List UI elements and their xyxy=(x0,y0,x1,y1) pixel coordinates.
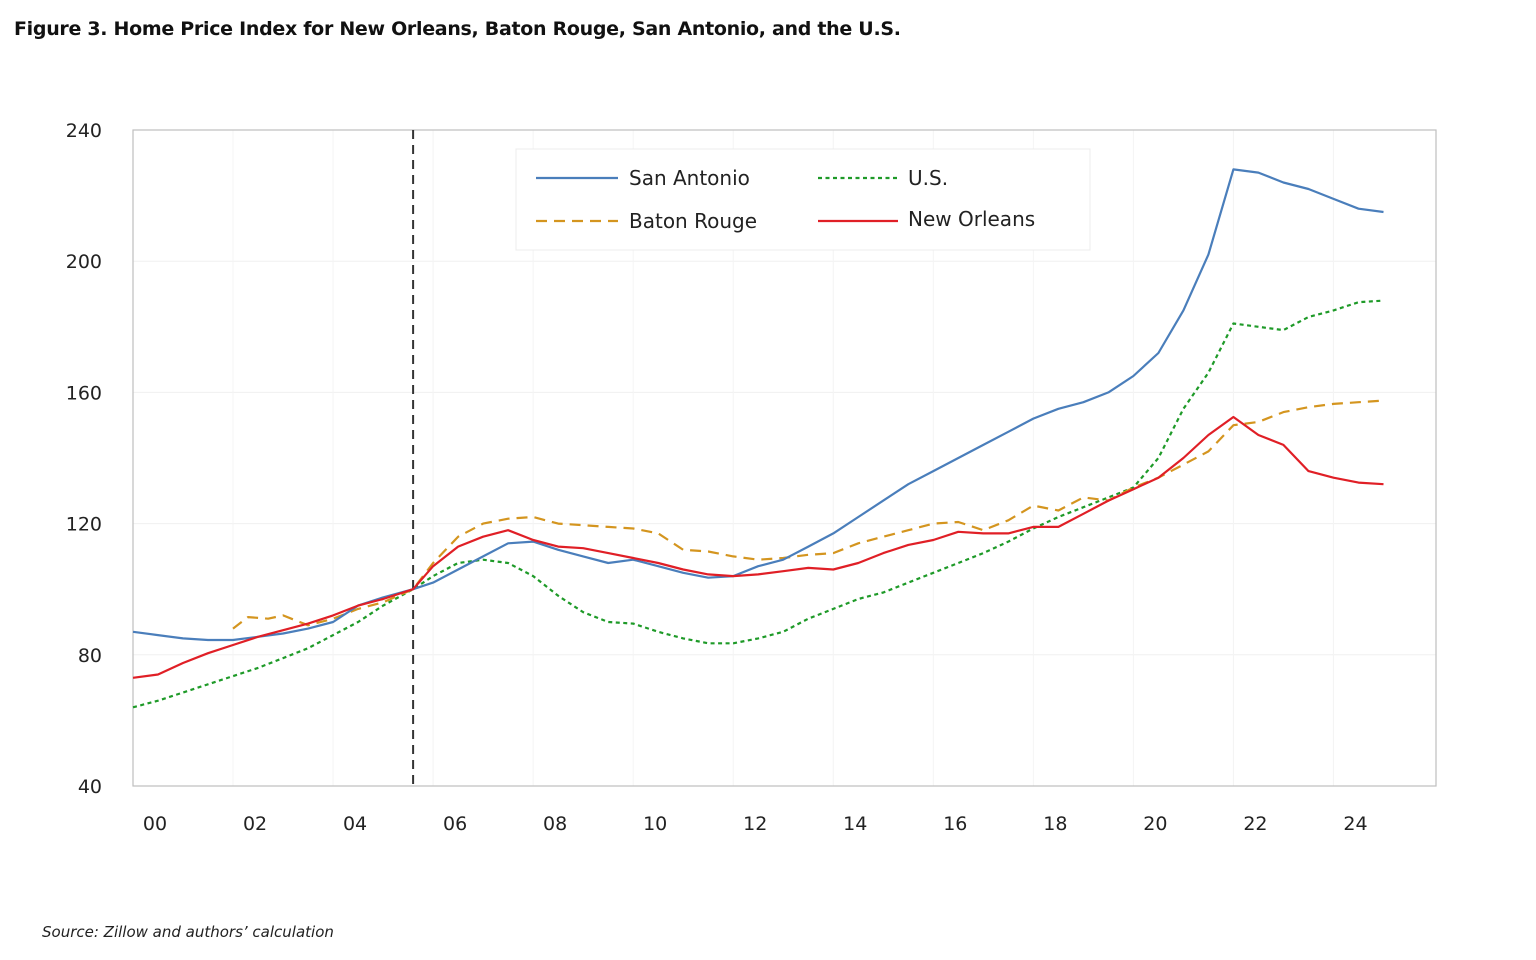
y-tick-label: 80 xyxy=(78,645,102,667)
source-note: Source: Zillow and authors’ calculation xyxy=(42,923,334,941)
legend-label-new-orleans: New Orleans xyxy=(908,207,1035,231)
x-tick-label: 20 xyxy=(1143,813,1167,835)
x-tick-label: 00 xyxy=(143,813,167,835)
x-tick-label: 24 xyxy=(1343,813,1367,835)
x-tick-label: 12 xyxy=(743,813,767,835)
y-tick-label: 240 xyxy=(66,120,102,142)
legend-label-san-antonio: San Antonio xyxy=(629,166,750,190)
y-tick-label: 200 xyxy=(66,251,102,273)
x-tick-label: 16 xyxy=(943,813,967,835)
series-line-u-s xyxy=(132,299,1384,709)
x-tick-label: 22 xyxy=(1243,813,1267,835)
x-tick-label: 14 xyxy=(843,813,867,835)
series-line-new-orleans xyxy=(132,415,1384,679)
x-tick-label: 10 xyxy=(643,813,667,835)
x-tick-label: 06 xyxy=(443,813,467,835)
series-lines xyxy=(132,168,1384,709)
x-axis-ticks: 00 02 04 06 08 10 12 14 16 18 20 22 24 xyxy=(143,813,1368,835)
legend-label-us: U.S. xyxy=(908,166,948,190)
x-tick-label: 18 xyxy=(1043,813,1067,835)
y-tick-label: 120 xyxy=(66,514,102,536)
y-tick-label: 160 xyxy=(66,382,102,404)
legend: San Antonio Baton Rouge U.S. New Orleans xyxy=(515,148,1091,251)
x-tick-label: 04 xyxy=(343,813,367,835)
figure-title: Figure 3. Home Price Index for New Orlea… xyxy=(14,18,901,40)
y-axis-ticks: 40 80 120 160 200 240 xyxy=(66,120,102,798)
series-line-san-antonio xyxy=(132,168,1384,642)
legend-label-baton-rouge: Baton Rouge xyxy=(629,209,757,233)
plot-area-frame xyxy=(132,129,1437,787)
y-tick-label: 40 xyxy=(78,776,102,798)
x-tick-label: 02 xyxy=(243,813,267,835)
x-tick-label: 08 xyxy=(543,813,567,835)
legend-box xyxy=(515,148,1091,251)
